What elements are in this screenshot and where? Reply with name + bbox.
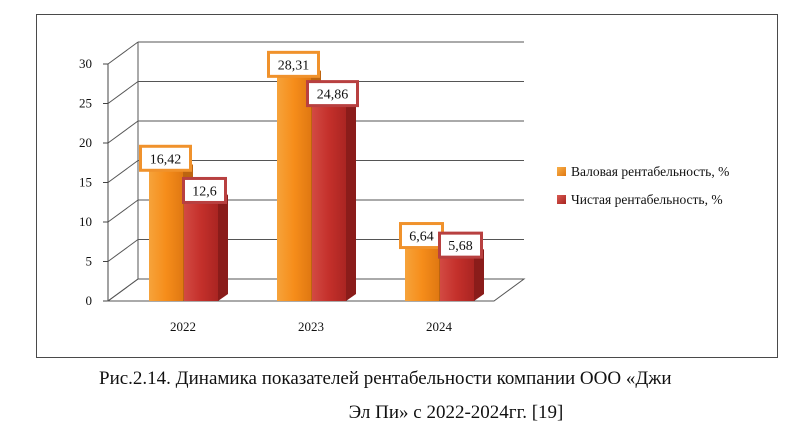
- legend-swatch-0: [557, 167, 566, 176]
- y-tick-label-20: 20: [79, 135, 92, 150]
- x-tick-label-2024: 2024: [426, 319, 453, 334]
- data-label-24,86: 24,86: [317, 88, 349, 103]
- figure-caption-line-2: Эл Пи» с 2022-2024гг. [19]: [348, 402, 564, 423]
- data-label-box-24,86: [306, 80, 359, 108]
- y-tick-label-15: 15: [79, 175, 92, 190]
- bar-2023-series-0: [277, 77, 311, 301]
- data-label-box-5,68: [438, 231, 483, 259]
- bar-2022-series-1: [184, 201, 218, 301]
- data-label-16,42: 16,42: [150, 152, 182, 167]
- gridline-diag-15: [107, 160, 139, 183]
- y-tick-label-0: 0: [86, 293, 93, 308]
- bar-side-12,6: [218, 194, 228, 301]
- gridline-diag-30: [107, 41, 139, 65]
- bar-side-24,86: [346, 97, 356, 301]
- legend-swatch-1: [557, 195, 566, 204]
- y-tick-label-5: 5: [86, 254, 93, 269]
- x-tick-label-2023: 2023: [298, 319, 324, 334]
- y-tick-label-10: 10: [79, 214, 92, 229]
- data-label-box-16,42: [139, 144, 192, 172]
- x-tick-label-2022: 2022: [170, 319, 196, 334]
- data-label-box-6,64: [399, 222, 444, 250]
- gridline-diag-20: [107, 120, 139, 144]
- legend-label-0: Валовая рентабельность, %: [571, 164, 729, 179]
- y-tick-label-30: 30: [79, 56, 92, 71]
- data-label-5,68: 5,68: [448, 239, 473, 254]
- bar-2022-series-0: [149, 171, 183, 301]
- figure-caption-line-1: Рис.2.14. Динамика показателей рентабель…: [99, 368, 672, 389]
- bar-side-5,68: [474, 249, 484, 301]
- data-label-28,31: 28,31: [278, 58, 310, 73]
- y-tick-label-25: 25: [79, 96, 92, 111]
- data-label-box-12,6: [182, 176, 227, 204]
- gridline-diag-25: [107, 81, 139, 104]
- bar-2024-series-0: [405, 248, 439, 301]
- gridline-diag-5: [107, 239, 139, 262]
- data-label-12,6: 12,6: [192, 184, 217, 199]
- gridline-diag-10: [107, 199, 139, 223]
- chart-floor: [106, 278, 526, 302]
- bar-2024-series-1: [440, 256, 474, 301]
- legend-label-1: Чистая рентабельность, %: [571, 192, 723, 207]
- data-label-6,64: 6,64: [409, 230, 434, 245]
- bar-2023-series-1: [312, 104, 346, 301]
- data-label-box-28,31: [267, 50, 320, 78]
- chart-frame: [36, 14, 778, 358]
